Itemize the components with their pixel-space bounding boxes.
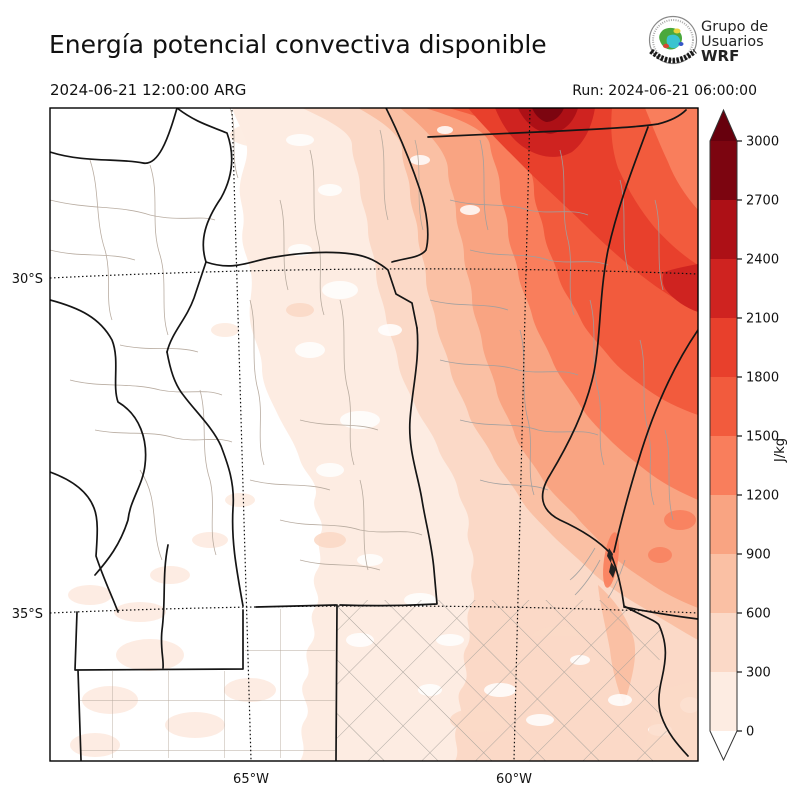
colorbar-tick-label: 1800 <box>746 371 779 386</box>
ytick-30s: 30°S <box>12 272 43 287</box>
colorbar-segment <box>710 613 737 672</box>
colorbar-segment <box>710 259 737 318</box>
logo-text-ring <box>652 19 694 61</box>
colorbar-tick-label: 900 <box>746 548 771 563</box>
logo-map-red-icon <box>663 43 669 49</box>
la-pampa-department-grid <box>80 671 335 758</box>
colorbar-under-arrow <box>710 731 737 760</box>
logo-laurel-icon <box>649 48 697 64</box>
colorbar-segment <box>710 495 737 554</box>
logo-map-cyan-icon <box>666 34 681 49</box>
logo-org-line3: WRF <box>701 47 739 65</box>
run-time-label: Run: 2024-06-21 06:00:00 <box>572 83 757 99</box>
colorbar-segment <box>710 436 737 495</box>
colorbar-tick-label: 0 <box>746 725 754 740</box>
colorbar-segment <box>710 672 737 731</box>
wrf-users-group-logo: Grupo de Usuarios WRF <box>648 15 768 65</box>
xtick-65w: 65°W <box>233 772 269 787</box>
map-area <box>50 108 698 761</box>
map-frame <box>49 107 699 762</box>
logo-org-line2: Usuarios <box>701 34 764 50</box>
buenos-aires-partido-grid <box>337 600 692 761</box>
graticule-lines <box>50 109 698 761</box>
province-borders <box>50 108 698 761</box>
colorbar-segments <box>710 141 737 731</box>
colorbar-segment <box>710 554 737 613</box>
department-boundaries-east <box>429 139 674 599</box>
colorbar-segment <box>710 318 737 377</box>
colorbar-tick-label: 1500 <box>746 430 779 445</box>
colorbar-tick-label: 2100 <box>746 312 779 327</box>
logo-org-line1: Grupo de <box>701 19 768 35</box>
colorbar-tick-label: 1200 <box>746 489 779 504</box>
logo-map-blue-icon <box>678 42 684 46</box>
colorbar-segment <box>710 141 737 200</box>
colorbar-unit-label: J/kg <box>773 438 788 463</box>
colorbar-segment <box>710 200 737 259</box>
buenos-aires-city-cluster <box>607 548 616 578</box>
meridian-65w <box>231 109 252 761</box>
valid-time-label: 2024-06-21 12:00:00 ARG <box>50 81 246 99</box>
ytick-35s: 35°S <box>12 607 43 622</box>
xtick-60w: 60°W <box>496 772 532 787</box>
logo-map-yellow-icon <box>673 28 681 34</box>
department-grid <box>245 609 335 671</box>
meridian-60w <box>513 109 531 761</box>
colorbar-over-arrow <box>710 110 737 141</box>
parallel-30s <box>50 268 698 279</box>
colorbar-tick-label: 3000 <box>746 135 779 150</box>
parallel-35s <box>50 605 698 614</box>
colorbar-tick-label: 2400 <box>746 253 779 268</box>
colorbar-tick-label: 600 <box>746 607 771 622</box>
page-title: Energía potencial convectiva disponible <box>49 30 547 59</box>
colorbar-segment <box>710 377 737 436</box>
colorbar-tick-label: 300 <box>746 666 771 681</box>
colorbar-tick-label: 2700 <box>746 194 779 209</box>
